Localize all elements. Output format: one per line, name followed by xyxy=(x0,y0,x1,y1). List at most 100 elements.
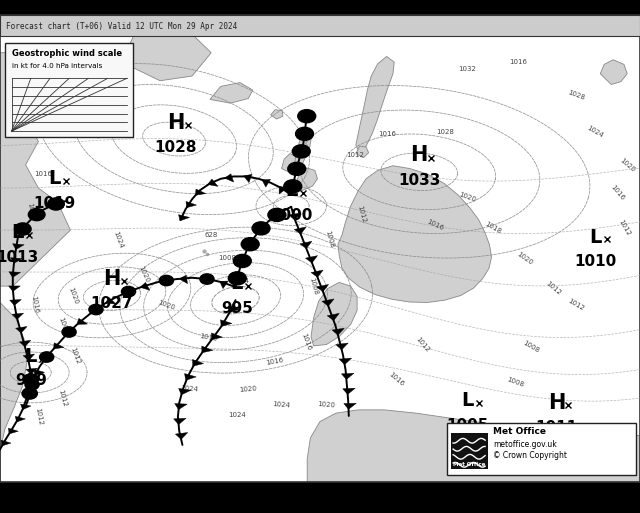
Text: 1016: 1016 xyxy=(378,131,396,137)
Text: metoffice.gov.uk: metoffice.gov.uk xyxy=(493,440,557,449)
Polygon shape xyxy=(24,391,35,397)
Text: 1008: 1008 xyxy=(506,376,525,388)
Text: 1020: 1020 xyxy=(458,191,477,203)
Text: 1024: 1024 xyxy=(180,385,198,392)
Circle shape xyxy=(159,275,173,286)
Polygon shape xyxy=(271,110,283,119)
Polygon shape xyxy=(336,343,348,350)
Text: 1028: 1028 xyxy=(566,89,586,101)
Text: 1008: 1008 xyxy=(522,340,541,354)
Circle shape xyxy=(252,222,270,235)
Polygon shape xyxy=(220,320,232,326)
Text: 1016: 1016 xyxy=(426,219,445,232)
Circle shape xyxy=(23,374,38,385)
Polygon shape xyxy=(34,369,45,376)
Polygon shape xyxy=(356,56,394,153)
Text: 1010: 1010 xyxy=(574,254,616,269)
Text: 1016: 1016 xyxy=(198,333,218,342)
Polygon shape xyxy=(195,189,206,195)
Circle shape xyxy=(15,223,31,235)
Polygon shape xyxy=(338,166,492,303)
Polygon shape xyxy=(294,227,306,234)
Polygon shape xyxy=(339,358,351,365)
Polygon shape xyxy=(228,306,239,313)
Polygon shape xyxy=(282,153,296,172)
Text: L: L xyxy=(589,228,602,247)
Circle shape xyxy=(40,352,54,362)
Polygon shape xyxy=(307,410,640,482)
Polygon shape xyxy=(0,53,70,286)
Polygon shape xyxy=(175,432,188,439)
Polygon shape xyxy=(344,403,356,409)
Polygon shape xyxy=(225,174,234,182)
Text: 628: 628 xyxy=(205,232,218,238)
Polygon shape xyxy=(26,379,37,384)
Text: Forecast chart (T+06) Valid 12 UTC Mon 29 Apr 2024: Forecast chart (T+06) Valid 12 UTC Mon 2… xyxy=(6,22,237,31)
Circle shape xyxy=(288,162,306,175)
Text: Met Office: Met Office xyxy=(493,427,546,436)
Polygon shape xyxy=(1,440,11,446)
Polygon shape xyxy=(0,303,27,482)
Text: 1016: 1016 xyxy=(388,371,406,388)
Text: 1019: 1019 xyxy=(33,196,76,211)
Text: 1020: 1020 xyxy=(157,299,176,311)
Circle shape xyxy=(28,208,45,221)
Polygon shape xyxy=(292,128,312,168)
Polygon shape xyxy=(220,281,228,289)
Polygon shape xyxy=(9,272,20,278)
Circle shape xyxy=(22,388,37,399)
Polygon shape xyxy=(8,428,19,434)
Text: 1016: 1016 xyxy=(31,295,40,314)
Polygon shape xyxy=(23,354,35,361)
Text: L: L xyxy=(24,347,37,366)
Circle shape xyxy=(47,198,64,210)
Circle shape xyxy=(241,238,259,251)
Text: H: H xyxy=(410,146,428,165)
Polygon shape xyxy=(317,284,328,292)
Polygon shape xyxy=(20,404,31,410)
Text: L: L xyxy=(461,391,474,410)
Text: 999: 999 xyxy=(15,373,47,388)
Text: 1016: 1016 xyxy=(266,357,285,366)
Polygon shape xyxy=(77,319,88,324)
Polygon shape xyxy=(327,313,339,321)
Text: L: L xyxy=(48,169,61,188)
Text: 1012: 1012 xyxy=(70,347,81,366)
Text: 1016: 1016 xyxy=(35,171,52,177)
Text: 1020: 1020 xyxy=(239,385,257,392)
Text: H: H xyxy=(103,269,121,289)
Text: H: H xyxy=(548,393,566,413)
Bar xyxy=(447,423,636,475)
Text: 1024: 1024 xyxy=(228,411,246,418)
Text: 1028: 1028 xyxy=(155,140,197,155)
Polygon shape xyxy=(202,346,213,353)
Circle shape xyxy=(228,272,246,285)
Polygon shape xyxy=(10,258,22,264)
Polygon shape xyxy=(305,255,317,263)
Polygon shape xyxy=(13,244,24,249)
Polygon shape xyxy=(186,202,196,208)
Text: 1020: 1020 xyxy=(90,121,100,139)
Text: 1024: 1024 xyxy=(586,125,604,139)
Polygon shape xyxy=(300,241,312,248)
Polygon shape xyxy=(211,333,223,340)
Polygon shape xyxy=(311,270,323,278)
Text: 1012: 1012 xyxy=(34,407,43,426)
Text: 1020: 1020 xyxy=(516,250,534,266)
Polygon shape xyxy=(173,418,186,425)
Text: 1012: 1012 xyxy=(567,298,585,312)
Circle shape xyxy=(292,145,310,158)
Circle shape xyxy=(268,208,286,222)
Circle shape xyxy=(62,327,76,337)
Text: 1016: 1016 xyxy=(509,59,527,65)
Text: © Crown Copyright: © Crown Copyright xyxy=(493,451,567,460)
Polygon shape xyxy=(10,300,21,305)
Polygon shape xyxy=(244,174,252,183)
Polygon shape xyxy=(175,404,187,409)
Polygon shape xyxy=(210,83,253,103)
Circle shape xyxy=(200,274,214,284)
Polygon shape xyxy=(106,298,116,304)
Circle shape xyxy=(89,304,103,314)
Polygon shape xyxy=(15,417,26,422)
Polygon shape xyxy=(289,213,301,220)
